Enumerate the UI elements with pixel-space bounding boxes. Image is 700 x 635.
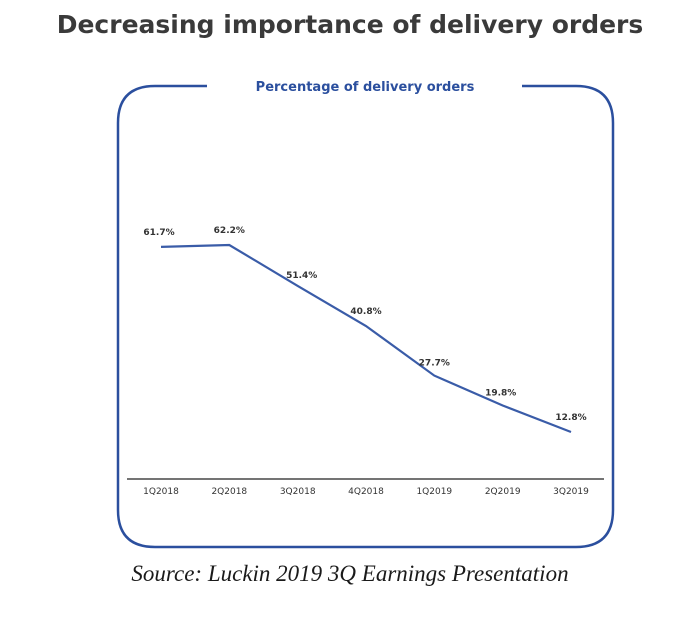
x-tick-label: 3Q2019 bbox=[553, 487, 589, 497]
x-tick-label: 2Q2019 bbox=[485, 487, 521, 497]
chart-frame bbox=[116, 84, 615, 549]
chart-main-title: Decreasing importance of delivery orders bbox=[56, 10, 644, 39]
series-line bbox=[160, 243, 572, 434]
chart-subtitle: Percentage of delivery orders bbox=[256, 80, 475, 95]
data-label: 12.8% bbox=[555, 413, 586, 423]
x-tick-label: 1Q2018 bbox=[143, 487, 179, 497]
x-tick-label: 4Q2018 bbox=[348, 487, 384, 497]
data-label: 51.4% bbox=[286, 271, 317, 281]
source-caption: Source: Luckin 2019 3Q Earnings Presenta… bbox=[131, 561, 569, 586]
x-tick-label: 1Q2019 bbox=[416, 487, 452, 497]
data-label: 40.8% bbox=[350, 307, 381, 317]
data-label: 27.7% bbox=[419, 359, 450, 369]
data-label: 62.2% bbox=[214, 226, 245, 236]
data-label: 19.8% bbox=[485, 389, 516, 399]
x-tick-label: 2Q2018 bbox=[211, 487, 247, 497]
chart-marks: 61.7% 62.2% 51.4% 40.8% 27.7% 19.8% 12.8% 1Q201… bbox=[143, 226, 589, 497]
data-label: 61.7% bbox=[143, 228, 174, 238]
x-tick-label: 3Q2018 bbox=[280, 487, 316, 497]
